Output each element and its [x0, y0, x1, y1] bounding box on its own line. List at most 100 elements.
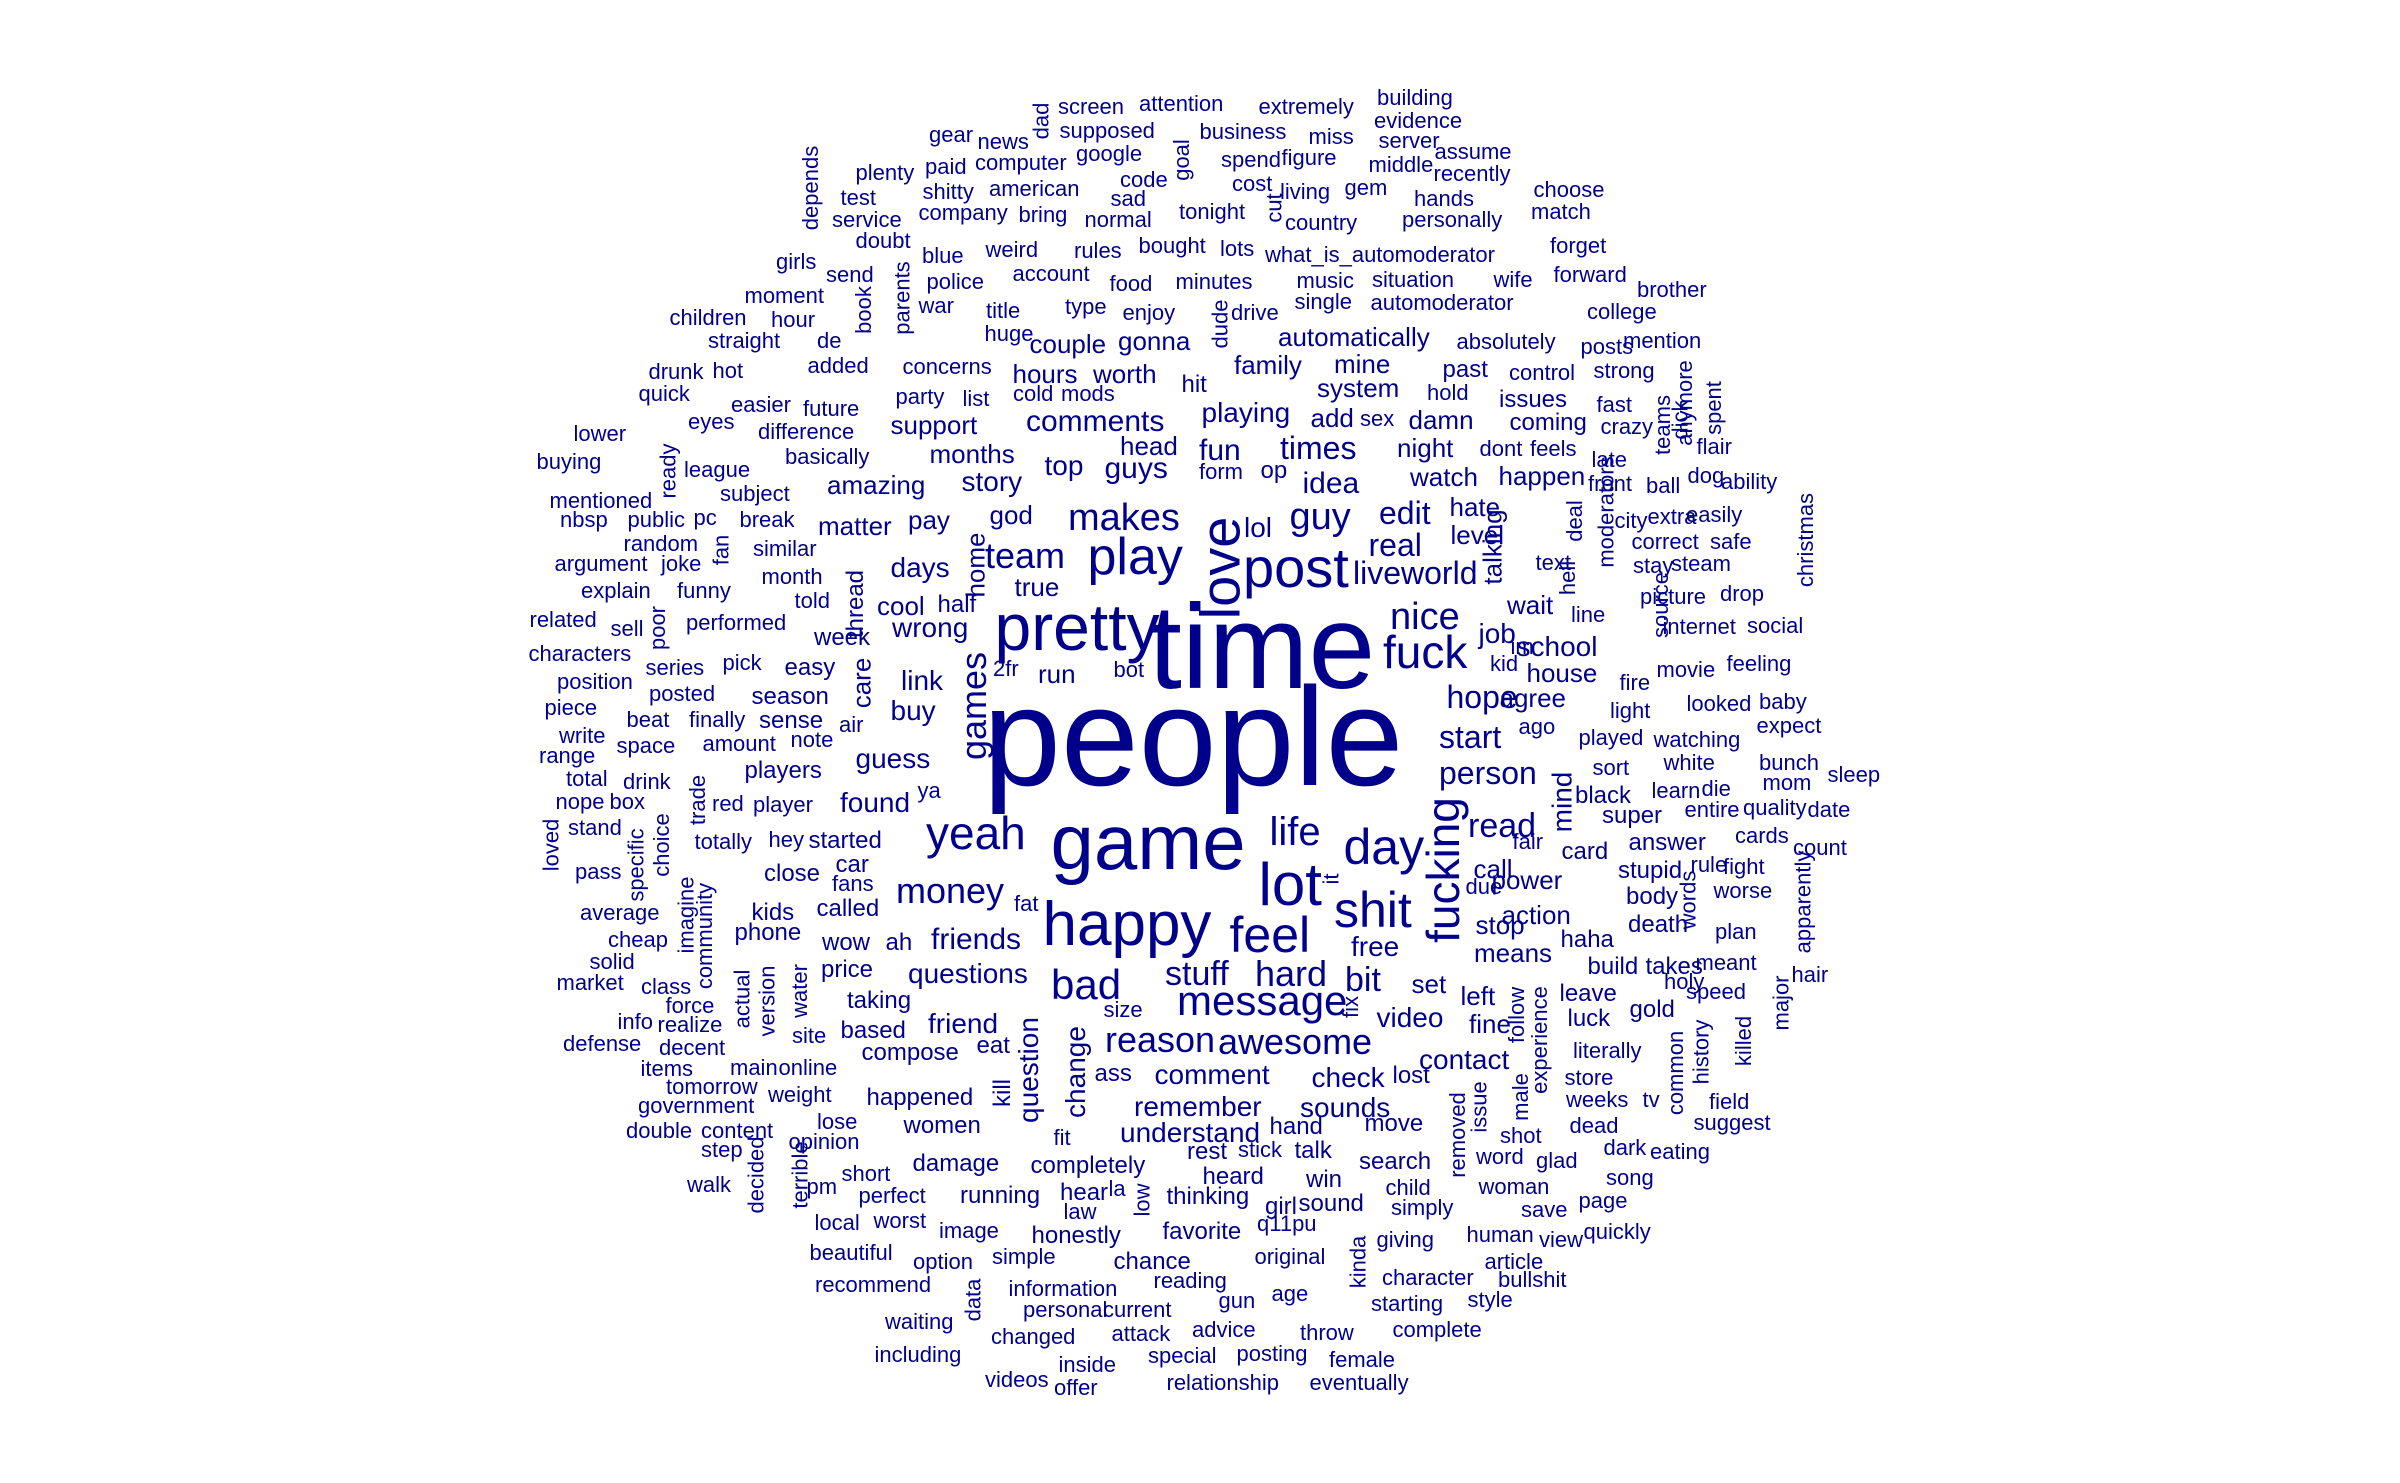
word-hands: hands — [1414, 186, 1474, 211]
word-guess: guess — [855, 743, 931, 774]
word-literally: literally — [1573, 1038, 1642, 1063]
word-size: size — [1103, 997, 1143, 1022]
word-view: view — [1539, 1227, 1584, 1252]
word-hour: hour — [771, 307, 816, 332]
word-fire: fire — [1619, 670, 1651, 695]
word-automatically: automatically — [1278, 322, 1430, 352]
word-dead: dead — [1569, 1113, 1619, 1138]
word-front: front — [1588, 471, 1633, 496]
word-building: building — [1377, 85, 1453, 110]
word-start: start — [1439, 719, 1502, 755]
word-bunch: bunch — [1759, 750, 1819, 775]
word-what-is-automoderator: what_is_automoderator — [1265, 242, 1495, 267]
word-god: god — [989, 500, 1033, 530]
word-care: care — [845, 657, 876, 709]
word-simply: simply — [1391, 1195, 1454, 1220]
word-ah: ah — [885, 929, 913, 956]
word-short: short — [841, 1161, 891, 1186]
word-current: current — [1103, 1297, 1172, 1322]
word-save: save — [1521, 1197, 1568, 1222]
word-guy: guy — [1289, 496, 1351, 538]
word-true: true — [1014, 572, 1060, 602]
word-gun: gun — [1218, 1288, 1256, 1313]
word-nbsp: nbsp — [560, 507, 608, 532]
word-series: series — [645, 655, 705, 680]
word-tonight: tonight — [1179, 199, 1246, 224]
word-expect: expect — [1756, 713, 1822, 738]
word-post: post — [1243, 536, 1349, 599]
word-party: party — [895, 384, 945, 409]
word-card: card — [1561, 838, 1609, 865]
word-difference: difference — [758, 419, 855, 444]
word-close: close — [764, 860, 821, 887]
word-video: video — [1376, 1002, 1444, 1033]
word-liveworld: liveworld — [1353, 555, 1478, 591]
word-stand: stand — [568, 815, 622, 840]
word-issue: issue — [1466, 1081, 1492, 1133]
word-talk: talk — [1294, 1137, 1332, 1164]
word-kill: kill — [989, 1079, 1016, 1107]
word-games: games — [953, 651, 995, 761]
word-spent: spent — [1700, 381, 1726, 435]
word-pc: pc — [693, 505, 717, 530]
word-safe: safe — [1710, 529, 1752, 554]
word-waiting: waiting — [885, 1309, 954, 1334]
word-love: love — [1187, 516, 1251, 620]
word-strong: strong — [1593, 358, 1655, 383]
word-information: information — [1008, 1276, 1118, 1301]
word-league: league — [684, 457, 751, 482]
word-similar: similar — [753, 536, 817, 561]
word-concerns: concerns — [902, 354, 992, 379]
word-power: power — [1491, 865, 1563, 895]
word-simple: simple — [992, 1244, 1056, 1269]
word-phone: phone — [734, 919, 802, 946]
word-subject: subject — [720, 481, 790, 506]
word-told: told — [794, 588, 830, 613]
word-job: job — [1478, 618, 1516, 649]
word-ball: ball — [1646, 473, 1681, 498]
word-picture: picture — [1640, 584, 1707, 609]
word-decided: decided — [743, 1136, 769, 1214]
word-wife: wife — [1493, 267, 1533, 292]
word-pay: pay — [908, 505, 950, 535]
word-article: article — [1484, 1249, 1544, 1274]
word-list: list — [962, 386, 990, 411]
word-quality: quality — [1743, 795, 1807, 820]
word-worth: worth — [1093, 359, 1157, 389]
word-range: range — [539, 743, 596, 768]
word-looked: looked — [1686, 691, 1752, 716]
word-head: head — [1120, 431, 1178, 461]
word-call: call — [1473, 854, 1513, 884]
word-message: message — [1177, 977, 1348, 1024]
word-talking: talking — [1477, 509, 1508, 585]
word-fun: fun — [1199, 434, 1241, 467]
word-thinking: thinking — [1166, 1183, 1250, 1210]
word-yeah: yeah — [926, 807, 1026, 859]
word-trade: trade — [685, 774, 711, 826]
word-watching: watching — [1653, 727, 1741, 752]
word-assume: assume — [1434, 139, 1512, 164]
word-relationship: relationship — [1166, 1370, 1280, 1395]
word-speed: speed — [1686, 979, 1746, 1004]
word-shot: shot — [1500, 1123, 1542, 1148]
word-night: night — [1397, 433, 1454, 463]
word-time: time — [1148, 580, 1376, 714]
word-add: add — [1310, 403, 1354, 433]
word-sort: sort — [1592, 755, 1630, 780]
word-spend: spend — [1221, 147, 1281, 172]
word-personal: personal — [1023, 1297, 1108, 1322]
word-box: box — [609, 789, 645, 814]
word-break: break — [739, 507, 795, 532]
word-gear: gear — [929, 122, 974, 147]
word-dont: dont — [1479, 436, 1523, 461]
word-recently: recently — [1433, 161, 1511, 186]
word-played: played — [1578, 725, 1644, 750]
word-pretty: pretty — [994, 590, 1160, 664]
word-control: control — [1509, 360, 1576, 385]
word-specific: specific — [623, 828, 649, 902]
word-food: food — [1109, 271, 1153, 296]
word-damn: damn — [1408, 405, 1474, 435]
word-makes: makes — [1068, 497, 1180, 539]
word-easy: easy — [784, 654, 836, 681]
word-male: male — [1507, 1073, 1533, 1121]
